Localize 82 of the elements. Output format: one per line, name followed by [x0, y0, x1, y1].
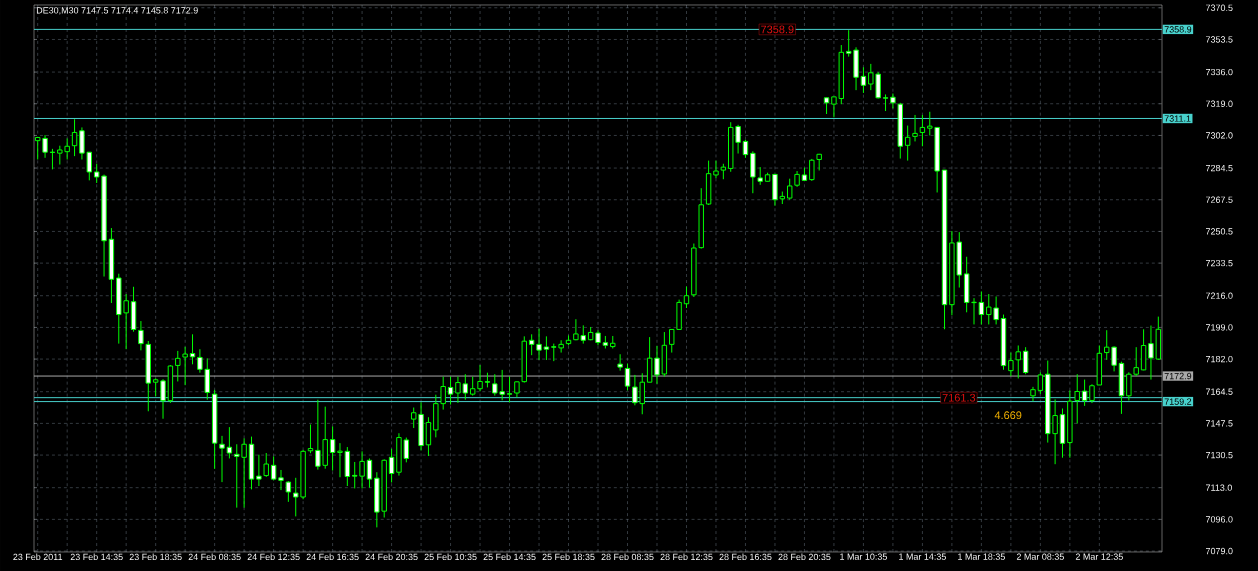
candlestick: [624, 363, 631, 391]
candlestick: [71, 118, 78, 157]
candlestick: [543, 335, 550, 361]
x-tick-label: 25 Feb 18:35: [542, 553, 595, 561]
y-tick-label: 7250.5: [1205, 228, 1233, 235]
x-tick-label: 1 Mar 14:35: [899, 553, 946, 560]
candlestick: [919, 114, 926, 147]
candlestick: [366, 457, 373, 489]
candlestick: [809, 158, 815, 182]
candlestick: [278, 469, 284, 491]
y-tick-label: 7199.0: [1205, 324, 1233, 331]
candlestick: [904, 125, 911, 162]
candlestick: [1015, 344, 1021, 379]
candlestick: [890, 93, 896, 109]
candlestick: [447, 376, 454, 406]
y-tick-label: 7216.0: [1205, 292, 1233, 299]
candlestick: [1074, 373, 1080, 425]
y-tick-label: 7164.5: [1205, 388, 1233, 395]
candlestick: [654, 345, 660, 385]
y-tick-label: 7353.5: [1205, 36, 1233, 43]
candlestick: [138, 320, 144, 351]
x-tick-label: 1 Mar 10:35: [840, 553, 887, 560]
y-tick-label: 7096.0: [1205, 516, 1233, 523]
y-tick-label: 7079.0: [1205, 547, 1233, 555]
ref-line-label: 7358.9: [1164, 26, 1192, 33]
candlestick: [182, 346, 188, 386]
candlestick: [742, 139, 749, 159]
candlestick: [1037, 371, 1044, 395]
candlestick: [226, 426, 233, 459]
annotation: 7358.9: [761, 25, 794, 34]
candlestick: [978, 290, 985, 325]
x-tick-label: 24 Feb 08:35: [188, 553, 241, 561]
candlestick: [270, 455, 277, 481]
y-tick-label: 7233.5: [1205, 259, 1233, 267]
candlestick: [1022, 346, 1029, 375]
y-tick-label: 7182.0: [1205, 355, 1233, 363]
x-tick-label: 28 Feb 16:35: [719, 553, 772, 561]
candlestick: [683, 286, 690, 309]
y-tick-label: 7284.5: [1205, 164, 1233, 172]
x-tick-label: 25 Feb 10:35: [424, 553, 477, 561]
candlestick: [219, 435, 225, 483]
candlestick: [506, 376, 513, 403]
x-tick-label: 24 Feb 12:35: [247, 553, 300, 561]
x-tick-label: 24 Feb 16:35: [306, 553, 359, 561]
candlestick: [617, 353, 623, 372]
candlestick: [860, 66, 867, 94]
chart-title: DE30,M30 7147.5 7174.4 7145.8 7172.9: [36, 7, 198, 15]
candlestick: [189, 333, 196, 365]
candlestick: [329, 425, 336, 472]
x-tick-label: 25 Feb 14:35: [483, 553, 536, 561]
x-tick-label: 23 Feb 18:35: [129, 553, 182, 561]
annotation: 7161.3: [942, 393, 976, 402]
candlestick: [912, 114, 918, 142]
y-tick-label: 7302.0: [1205, 132, 1233, 139]
y-tick-label: 7267.5: [1205, 196, 1233, 203]
y-tick-label: 7113.0: [1205, 484, 1232, 491]
ref-line-label: 7311.1: [1164, 115, 1191, 122]
candlestick: [175, 350, 181, 382]
candlestick: [425, 416, 432, 457]
y-tick-label: 7130.5: [1205, 451, 1233, 459]
y-tick-label: 7336.0: [1205, 68, 1233, 76]
x-tick-label: 1 Mar 18:35: [958, 553, 1005, 560]
candlestick: [1008, 352, 1014, 377]
y-tick-label: 7319.0: [1205, 100, 1233, 107]
x-tick-label: 24 Feb 20:35: [365, 553, 418, 561]
x-tick-label: 28 Feb 08:35: [601, 553, 654, 561]
candlestick: [388, 448, 395, 483]
ref-line-label: 7172.9: [1164, 372, 1192, 380]
ref-line-label: 7159.2: [1164, 398, 1192, 405]
x-tick-label: 23 Feb 14:35: [70, 553, 123, 561]
x-tick-label: 23 Feb 2011: [13, 553, 63, 561]
candlestick: [1030, 386, 1036, 402]
annotation: 4.669: [994, 411, 1022, 420]
x-tick-label: 28 Feb 20:35: [778, 553, 831, 561]
candlestick: [49, 148, 56, 170]
x-tick-label: 2 Mar 08:35: [1016, 553, 1064, 560]
y-tick-label: 7147.5: [1205, 420, 1233, 427]
y-tick-label: 7370.5: [1205, 4, 1233, 11]
candlestick: [285, 480, 292, 503]
x-tick-label: 28 Feb 12:35: [660, 553, 713, 561]
candlestick: [1081, 379, 1088, 407]
x-tick-label: 2 Mar 12:35: [1075, 553, 1123, 560]
